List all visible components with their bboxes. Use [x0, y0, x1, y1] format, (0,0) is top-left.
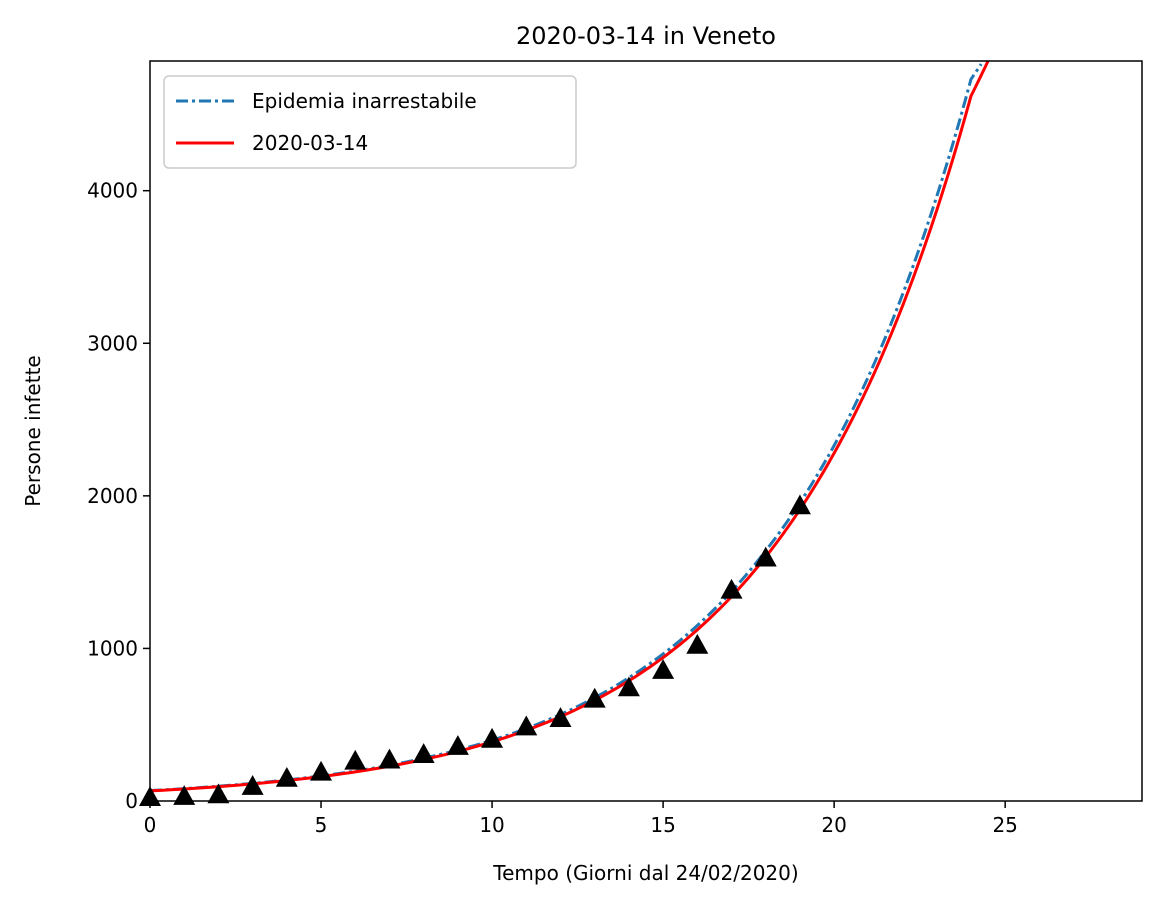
y-tick-label: 3000 [87, 331, 138, 355]
observed-point [446, 735, 469, 755]
observed-point [515, 715, 538, 736]
x-tick-label: 15 [650, 813, 675, 837]
x-tick-label: 5 [315, 813, 328, 837]
x-tick-label: 10 [479, 813, 504, 837]
observed-point [652, 659, 675, 679]
observed-point [754, 546, 777, 567]
axes: 0 5 10 15 20 25 0 1000 2000 3000 4000 [87, 60, 1143, 837]
y-tick-label: 1000 [87, 636, 138, 660]
observed-point [310, 760, 333, 781]
observed-point [173, 785, 196, 805]
observed-point [378, 748, 401, 769]
legend-box [163, 75, 577, 169]
observed-point [788, 494, 811, 515]
observed-point [549, 707, 572, 727]
x-tick-label: 25 [992, 813, 1017, 837]
observed-point [241, 775, 264, 795]
y-tick-label: 4000 [87, 179, 138, 203]
series-line-0 [150, 63, 983, 793]
observed-point [481, 727, 504, 748]
observed-point [275, 766, 298, 787]
series-layer [150, 61, 990, 793]
chart-title: 2020-03-14 in Veneto [516, 22, 776, 50]
legend-label-1: 2020-03-14 [252, 131, 368, 155]
plot-frame [149, 60, 1143, 802]
observed-markers [139, 494, 811, 806]
y-tick-label: 2000 [87, 484, 138, 508]
y-tick-label: 0 [125, 789, 138, 813]
x-tick-label: 0 [144, 813, 157, 837]
observed-point [617, 676, 640, 697]
observed-point [344, 749, 367, 770]
x-axis-label: Tempo (Giorni dal 24/02/2020) [492, 861, 798, 885]
observed-point [583, 687, 606, 708]
observed-point [207, 783, 230, 804]
observed-point [412, 743, 435, 763]
legend: Epidemia inarrestabile 2020-03-14 [163, 75, 577, 169]
y-axis-label: Persone infette [21, 355, 45, 506]
series-line-1 [150, 61, 990, 793]
legend-label-0: Epidemia inarrestabile [252, 89, 477, 113]
observed-point [720, 578, 743, 599]
observed-point [686, 633, 709, 654]
x-tick-label: 20 [821, 813, 846, 837]
